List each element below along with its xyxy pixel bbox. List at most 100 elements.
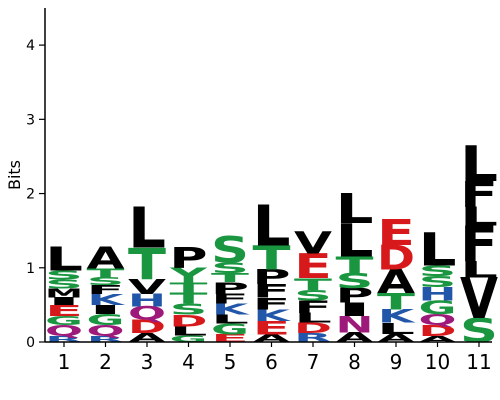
- logo-letter-A: A: [253, 333, 292, 345]
- logo-letter-stacks: RQGEIMSSLRQGIKFSTAADQHVTLGLDSTTYPEGLKFPT…: [45, 135, 498, 350]
- logo-letter-F: F: [252, 281, 290, 302]
- logo-letter-T: T: [170, 289, 208, 307]
- y-tick-label: 4: [26, 38, 35, 54]
- logo-letter-L: L: [45, 241, 83, 279]
- logo-letter-T: T: [253, 239, 291, 277]
- logo-letter-L: L: [294, 311, 332, 326]
- logo-letter-V: V: [294, 225, 332, 261]
- logo-letter-S: S: [87, 275, 125, 287]
- logo-letter-S: S: [211, 229, 249, 272]
- logo-letter-P: P: [211, 279, 249, 298]
- logo-letter-I: I: [336, 299, 374, 320]
- logo-letter-K: K: [378, 306, 416, 327]
- x-tick-label: 1: [58, 350, 71, 374]
- logo-letter-L: L: [460, 135, 498, 192]
- logo-letter-S: S: [211, 260, 249, 277]
- logo-letter-L: L: [419, 223, 457, 276]
- logo-letter-D: D: [294, 320, 332, 336]
- logo-letter-P: P: [253, 265, 291, 289]
- logo-letter-I: I: [86, 303, 124, 317]
- logo-letter-E: E: [294, 247, 332, 286]
- logo-letter-V: V: [128, 275, 166, 299]
- logo-letter-Q: Q: [128, 303, 166, 324]
- logo-letter-E: E: [252, 318, 290, 339]
- y-ticks: 0 1 2 3 4: [26, 38, 45, 351]
- logo-letter-F: F: [460, 175, 498, 216]
- y-tick-label: 0: [26, 335, 35, 351]
- x-tick-label: 2: [99, 350, 112, 374]
- logo-letter-L: L: [336, 187, 374, 234]
- logo-letter-Y: Y: [169, 264, 208, 288]
- logo-letter-K: K: [253, 306, 292, 325]
- logo-letter-D: D: [128, 317, 166, 338]
- logo-letter-S: S: [419, 263, 457, 280]
- logo-letter-G: G: [87, 311, 125, 329]
- chart-axes: [44, 8, 492, 343]
- logo-letter-M: M: [45, 286, 83, 300]
- logo-letter-S: S: [419, 273, 457, 291]
- logo-letter-S: S: [45, 268, 83, 282]
- logo-letter-Q: Q: [45, 322, 83, 340]
- logo-letter-I: I: [45, 296, 83, 308]
- logo-letter-A: A: [377, 263, 416, 301]
- logo-letter-G: G: [45, 314, 83, 328]
- logo-letter-F: F: [460, 216, 498, 273]
- logo-letter-E: E: [211, 333, 249, 345]
- logo-letter-T: T: [294, 275, 332, 294]
- x-tick-label: 7: [307, 350, 320, 374]
- logo-letter-V: V: [460, 267, 498, 332]
- y-tick-label: 2: [26, 187, 35, 203]
- logo-letter-R: R: [86, 335, 124, 344]
- logo-letter-L: L: [377, 320, 415, 338]
- logo-letter-H: H: [419, 284, 457, 305]
- logo-letter-D: D: [170, 312, 208, 331]
- x-tick-label: 6: [265, 350, 278, 374]
- logo-letter-N: N: [336, 312, 374, 338]
- x-tick-label: 4: [182, 350, 195, 374]
- logo-letter-A: A: [419, 335, 458, 344]
- x-tick-label: 10: [425, 350, 450, 374]
- y-tick-label: 3: [26, 112, 35, 128]
- logo-letter-G: G: [211, 321, 249, 339]
- logo-letter-L: L: [128, 195, 166, 261]
- logo-letter-D: D: [418, 322, 456, 340]
- logo-letter-K: K: [87, 291, 126, 309]
- logo-letter-T: T: [87, 266, 126, 280]
- logo-letter-E: E: [45, 302, 83, 320]
- x-tick-label: 3: [141, 350, 154, 374]
- logo-letter-P: P: [336, 284, 374, 308]
- logo-letter-Q: Q: [87, 322, 125, 340]
- logo-letter-R: R: [45, 335, 83, 344]
- logo-letter-G: G: [419, 297, 457, 318]
- logo-letter-D: D: [377, 239, 415, 277]
- logo-letter-T: T: [170, 280, 209, 296]
- logo-letter-L: L: [460, 257, 498, 283]
- x-ticks: 1 2 3 4 5 6 7 8 9 10 11: [58, 342, 492, 374]
- x-tick-label: 5: [224, 350, 237, 374]
- logo-letter-A: A: [87, 240, 125, 276]
- logo-letter-S: S: [170, 301, 208, 319]
- logo-letter-L: L: [460, 202, 498, 232]
- logo-letter-P: P: [169, 241, 207, 274]
- logo-letter-L: L: [211, 312, 249, 326]
- logo-letter-S: S: [336, 269, 374, 292]
- logo-letter-T: T: [377, 289, 415, 315]
- logo-letter-T: T: [211, 271, 250, 285]
- logo-letter-H: H: [128, 291, 166, 311]
- logo-letter-K: K: [212, 301, 251, 319]
- y-axis-title: Bits: [5, 160, 24, 190]
- logo-letter-F: F: [252, 294, 290, 313]
- x-tick-label: 11: [466, 350, 491, 374]
